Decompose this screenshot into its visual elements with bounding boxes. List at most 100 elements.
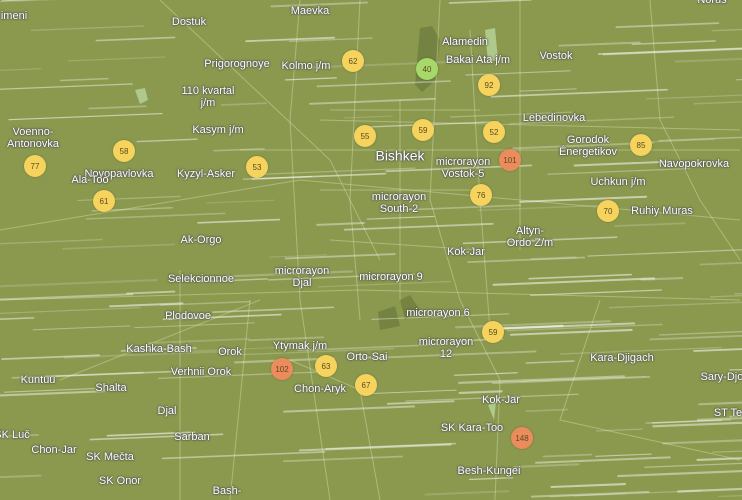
wind-streak <box>59 77 109 82</box>
wind-streak <box>1 354 101 361</box>
aqi-station-marker[interactable]: 92 <box>478 74 500 96</box>
wind-streak <box>225 270 354 278</box>
wind-streak <box>677 487 742 493</box>
wind-streak <box>492 277 656 286</box>
wind-streak <box>696 457 742 462</box>
wind-streak <box>696 0 727 2</box>
wind-streak <box>467 256 586 263</box>
aqi-station-marker[interactable]: 61 <box>93 190 115 212</box>
wind-streak <box>693 348 742 352</box>
wind-streak <box>525 360 575 364</box>
aqi-station-marker[interactable]: 85 <box>630 134 652 156</box>
place-label: Kuntuu <box>20 374 56 386</box>
aqi-station-marker[interactable]: 102 <box>271 358 293 380</box>
wind-streak <box>528 273 633 280</box>
wind-streak <box>519 195 648 203</box>
wind-streak <box>11 371 144 379</box>
aqi-station-marker[interactable]: 148 <box>511 427 533 449</box>
wind-streak <box>645 94 742 100</box>
wind-streak <box>106 431 196 437</box>
aqi-station-marker[interactable]: 53 <box>246 156 268 178</box>
wind-streak <box>568 141 611 144</box>
wind-streak <box>317 280 452 288</box>
place-label: Chon-Jar <box>31 444 77 456</box>
aqi-station-marker[interactable]: 40 <box>416 58 438 80</box>
place-label: Ruhiy Muras <box>631 205 693 217</box>
aqi-station-marker[interactable]: 55 <box>354 125 376 147</box>
wind-streak <box>468 477 514 481</box>
aqi-station-marker[interactable]: 101 <box>499 149 521 171</box>
wind-streak <box>711 28 742 32</box>
wind-streak <box>89 433 224 441</box>
place-label: SK Luč <box>0 429 30 441</box>
place-label: Bash- <box>212 485 242 497</box>
wind-streak <box>512 141 654 150</box>
wind-streak <box>519 88 577 92</box>
aqi-station-marker[interactable]: 63 <box>315 355 337 377</box>
wind-streak <box>109 302 184 308</box>
wind-streak <box>614 222 686 227</box>
wind-streak <box>32 325 131 331</box>
aqi-station-marker[interactable]: 59 <box>412 119 434 141</box>
wind-streak <box>67 56 166 62</box>
wind-streak <box>736 78 742 81</box>
park-area <box>485 28 498 62</box>
wind-streak <box>448 0 532 4</box>
wind-streak <box>283 455 404 463</box>
wind-streak <box>136 138 198 143</box>
wind-streak <box>229 347 394 356</box>
aqi-station-marker[interactable]: 76 <box>470 184 492 206</box>
wind-streak <box>674 57 742 63</box>
road <box>289 0 331 500</box>
place-label: microrayon South-2 <box>371 191 427 215</box>
wind-streak <box>509 116 675 125</box>
aqi-station-marker[interactable]: 59 <box>482 321 504 343</box>
wind-streak <box>325 442 456 450</box>
aqi-station-marker[interactable]: 77 <box>24 155 46 177</box>
wind-streak <box>0 317 35 321</box>
wind-streak <box>542 453 593 458</box>
wind-streak <box>316 80 451 88</box>
wind-streak <box>134 322 255 329</box>
wind-streak <box>462 236 618 245</box>
place-label: Norus <box>697 0 727 6</box>
place-label: Maevka <box>290 5 330 17</box>
wind-streak <box>245 36 336 43</box>
place-label: Plodovoe <box>165 310 211 322</box>
aqi-station-marker[interactable]: 58 <box>113 140 135 162</box>
place-label: Kara-Djigach <box>590 352 654 364</box>
place-label: Besh-Kungei <box>457 465 521 477</box>
wind-streak <box>574 493 626 497</box>
wind-streak <box>506 323 663 332</box>
place-label: imeni <box>0 10 28 22</box>
wind-streak <box>550 483 626 489</box>
wind-streak <box>95 36 176 42</box>
wind-streak <box>213 148 265 152</box>
wind-streak <box>424 490 510 496</box>
wind-streak <box>640 276 684 281</box>
wind-streak <box>693 101 742 105</box>
wind-streak <box>491 375 651 385</box>
wind-streak <box>268 273 415 281</box>
wind-streak <box>0 68 42 71</box>
place-label: Uchkun j/m <box>590 176 646 188</box>
wind-streak <box>525 408 569 413</box>
wind-streak <box>8 112 163 121</box>
place-label: Orto-Sai <box>346 351 388 363</box>
aqi-station-marker[interactable]: 67 <box>355 374 377 396</box>
place-label: microrayon 9 <box>359 271 423 283</box>
wind-streak <box>220 102 267 106</box>
wind-streak <box>63 350 231 359</box>
park-area <box>378 306 400 330</box>
wind-streak <box>88 105 147 110</box>
aqi-station-marker[interactable]: 62 <box>342 50 364 72</box>
place-label: microrayon Vostok-5 <box>435 156 491 180</box>
wind-streak <box>534 456 671 464</box>
wind-streak <box>478 204 608 212</box>
aqi-station-marker[interactable]: 52 <box>483 121 505 143</box>
wind-streak <box>0 278 158 288</box>
aqi-station-marker[interactable]: 70 <box>597 200 619 222</box>
wind-streak <box>147 338 250 344</box>
